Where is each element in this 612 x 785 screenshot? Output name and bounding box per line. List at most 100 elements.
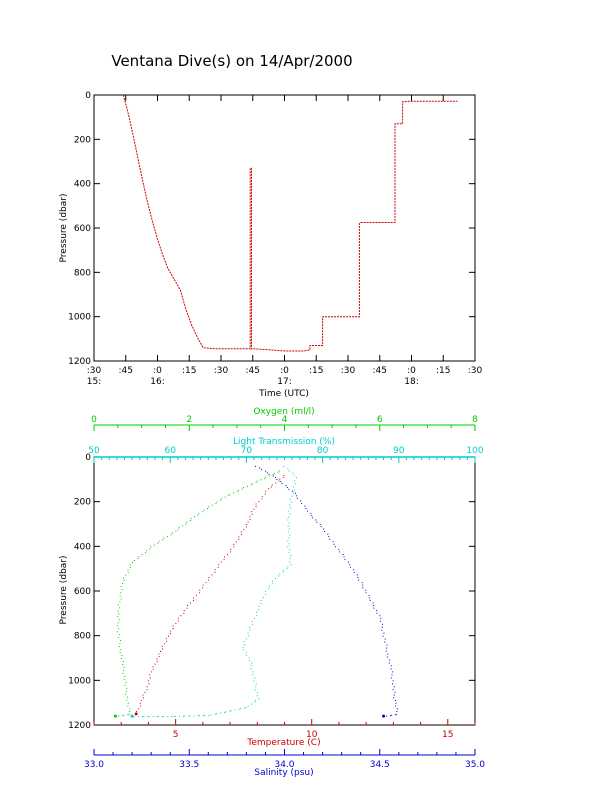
data-point [289, 558, 291, 560]
data-point [368, 597, 370, 599]
data-point [260, 599, 262, 601]
data-point [197, 715, 199, 717]
salinity-tick-label: 33.5 [179, 760, 199, 770]
data-point [202, 584, 204, 586]
data-point [301, 502, 303, 504]
pressure-line [122, 94, 458, 352]
data-point [189, 520, 191, 521]
data-point [294, 483, 296, 485]
data-point [123, 714, 125, 716]
salinity-tick-label: 34.0 [274, 760, 294, 770]
data-point [244, 707, 245, 709]
data-point [358, 579, 360, 581]
data-point [251, 620, 253, 622]
data-point [158, 541, 160, 543]
data-point [148, 683, 150, 685]
data-point [193, 599, 194, 601]
top-y-axis-label: Pressure (dbar) [59, 194, 69, 263]
x-hour-label: 16: [150, 377, 164, 387]
x-tick-label: :30 [214, 366, 229, 376]
data-point [383, 632, 385, 634]
data-point [242, 646, 244, 648]
data-point [287, 540, 289, 542]
data-point [150, 546, 152, 548]
x-tick-label: :0 [407, 366, 416, 376]
data-point [151, 671, 153, 673]
data-point [118, 634, 120, 636]
data-point [289, 507, 291, 509]
data-point [258, 605, 260, 607]
data-point [255, 503, 257, 505]
data-point [271, 486, 272, 488]
data-point [177, 620, 179, 622]
data-point [291, 495, 293, 497]
data-point [187, 605, 189, 606]
data-point [287, 546, 289, 548]
data-point [129, 708, 131, 710]
data-point [214, 569, 216, 571]
data-point [268, 473, 270, 475]
transmission-tick-label: 100 [466, 446, 483, 456]
data-point [225, 711, 227, 713]
y-tick-label: 400 [74, 180, 91, 190]
data-point [393, 686, 395, 688]
data-point [256, 614, 258, 616]
data-point [268, 588, 270, 590]
data-point [118, 604, 119, 606]
data-point [391, 714, 393, 716]
oxygen-axis: 0 2 4 6 8 [91, 415, 478, 431]
data-point [268, 488, 270, 490]
data-point [394, 691, 396, 693]
data-point [248, 659, 250, 661]
bottom-y-axis: 0 200 400 600 800 1000 1200 [68, 453, 475, 731]
x-tick-label: :0 [280, 366, 289, 376]
data-point [202, 715, 204, 717]
data-point [260, 469, 262, 471]
data-point [261, 498, 263, 500]
data-point [198, 512, 200, 514]
data-point [164, 643, 165, 645]
data-point [117, 616, 119, 618]
data-point [245, 524, 247, 525]
y-tick-label: 0 [85, 91, 91, 101]
data-point [123, 666, 125, 668]
data-point [247, 705, 249, 707]
data-point [122, 577, 124, 579]
data-point [329, 538, 331, 540]
data-point [255, 481, 257, 483]
data-point [395, 702, 397, 704]
data-point [220, 712, 221, 714]
salinity-axis: 33.0 33.5 34.0 34.5 35.0 [84, 749, 485, 770]
bottom-y-axis-label: Pressure (dbar) [59, 556, 69, 625]
data-point [265, 476, 267, 478]
data-point [197, 514, 199, 516]
data-point [238, 536, 240, 538]
data-point [216, 713, 218, 715]
data-point [245, 652, 247, 653]
data-point [381, 626, 383, 628]
data-point [121, 655, 123, 656]
data-point [381, 629, 383, 631]
y-tick-label: 400 [74, 542, 91, 552]
oxygen-tick-label: 2 [186, 415, 192, 425]
data-point [179, 715, 180, 717]
data-point [283, 569, 285, 571]
data-point [228, 495, 230, 496]
data-point [208, 579, 209, 581]
data-point [165, 638, 167, 640]
data-point [300, 500, 302, 502]
data-point [311, 515, 313, 517]
data-point [172, 628, 174, 629]
data-point [138, 716, 139, 718]
data-point [120, 658, 122, 659]
data-point [145, 552, 146, 554]
data-point [290, 564, 292, 566]
data-point [393, 694, 395, 696]
data-point [372, 605, 374, 606]
data-point [289, 504, 291, 506]
x-tick-label: :30 [341, 366, 356, 376]
data-point [192, 597, 194, 599]
data-point [275, 578, 276, 579]
data-point [323, 528, 325, 530]
